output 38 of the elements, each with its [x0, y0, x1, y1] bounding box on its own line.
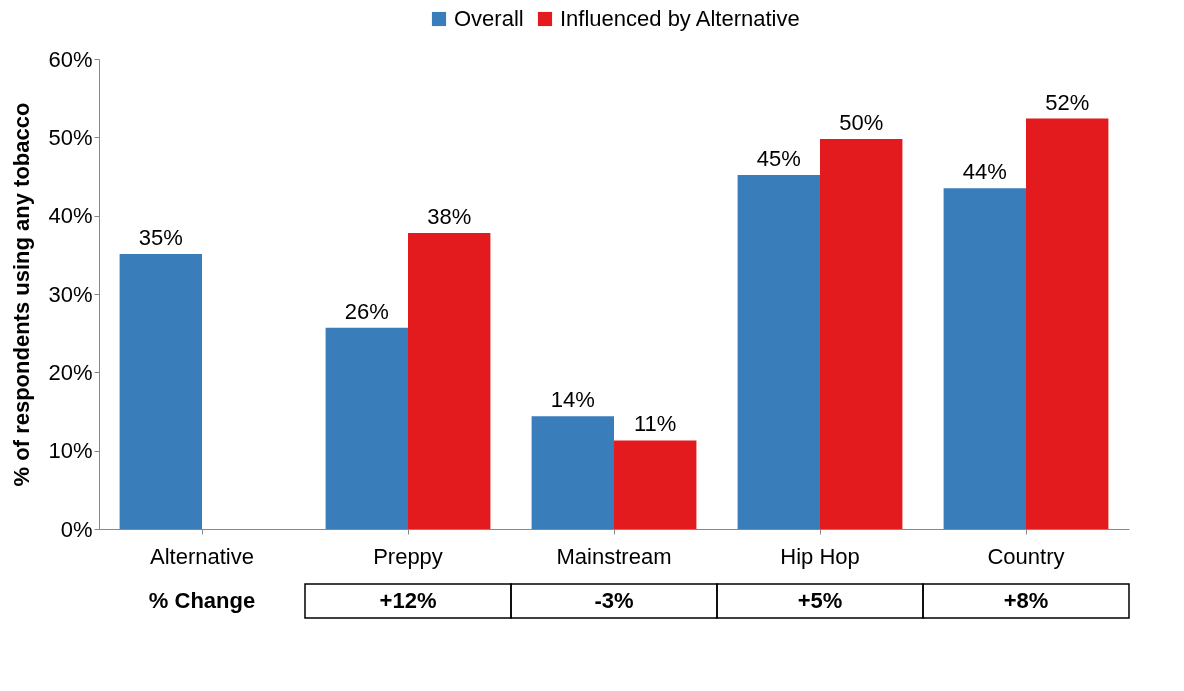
text: -3% [594, 588, 634, 613]
y-tick-label: 10% [48, 438, 93, 464]
data-label: 26% [344, 298, 389, 324]
bar [737, 174, 820, 529]
y-tick-label: 50% [48, 124, 93, 150]
data-label: 14% [550, 387, 595, 413]
y-axis-title: % of respondents using any tobacco [9, 102, 35, 487]
data-label: 50% [839, 109, 884, 135]
data-label: 52% [1045, 89, 1090, 115]
y-tick-label: 40% [48, 203, 93, 229]
y-tick-label: 20% [48, 359, 93, 385]
bar [820, 138, 903, 529]
bar [943, 188, 1026, 529]
bar [119, 254, 202, 529]
legend-label: Overall [454, 6, 524, 31]
y-tick-label: 30% [48, 281, 93, 307]
x-tick-label: Hip Hop [780, 543, 860, 569]
text: +5% [797, 588, 843, 613]
data-label: 44% [962, 159, 1007, 185]
data-label: 35% [138, 225, 183, 251]
data-label: 38% [427, 203, 472, 229]
text: +12% [379, 588, 437, 613]
y-tick-label: 60% [48, 46, 93, 72]
x-tick-label: Alternative [150, 543, 254, 569]
data-label: 45% [756, 145, 801, 171]
x-tick-label: Country [987, 543, 1065, 569]
bar [1026, 118, 1109, 529]
y-tick-label: 0% [60, 516, 93, 542]
text: +8% [1003, 588, 1049, 613]
x-tick-label: Preppy [373, 543, 443, 569]
bar [325, 327, 408, 529]
text: % Change [148, 588, 256, 613]
x-tick-label: Mainstream [556, 543, 672, 569]
bar [408, 232, 491, 529]
bar [614, 440, 697, 529]
legend-label: Influenced by Alternative [560, 6, 800, 31]
bar [531, 416, 614, 529]
data-label: 11% [634, 411, 677, 437]
